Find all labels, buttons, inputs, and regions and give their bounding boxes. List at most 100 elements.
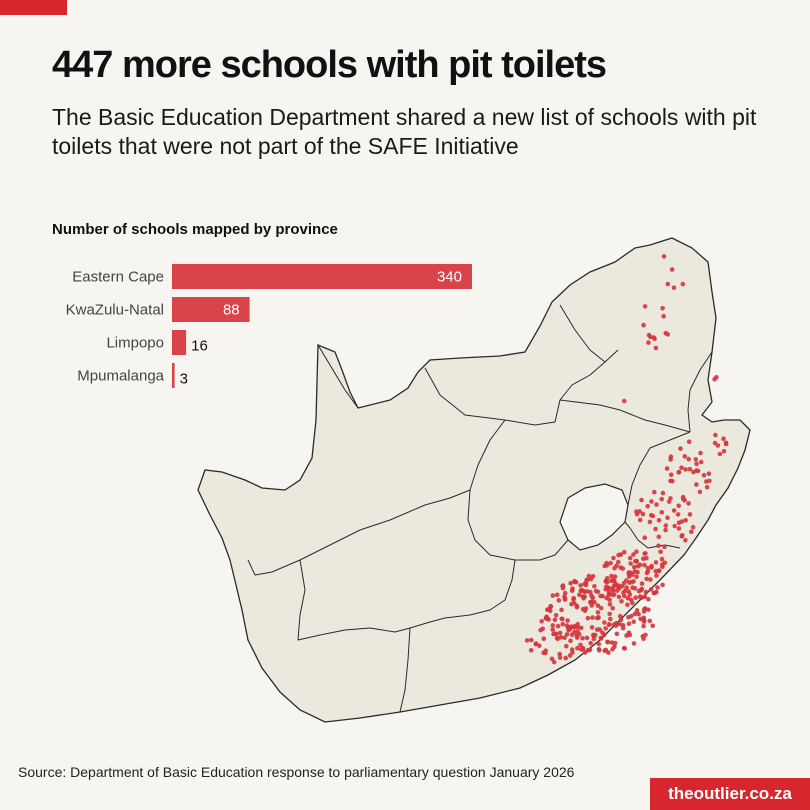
province-border [554,349,619,423]
school-point [639,586,645,592]
school-point [645,569,651,574]
school-point [568,580,573,586]
school-point [598,636,604,641]
school-point [632,564,637,570]
school-point [564,632,570,637]
province-border [687,351,713,433]
school-point [614,631,620,637]
school-point [693,457,699,462]
school-point [659,556,665,562]
school-point [660,490,666,496]
school-point [568,638,573,644]
school-point [611,592,617,597]
school-point [559,607,564,613]
province-border [399,627,411,713]
school-point [589,603,594,608]
school-point [683,518,688,523]
school-point [620,625,626,631]
school-point [616,594,622,600]
source-note: Source: Department of Basic Education re… [18,764,575,780]
school-point [619,584,625,589]
bar-category-label: KwaZulu-Natal [66,302,164,319]
bar [172,363,175,388]
school-point [578,583,583,588]
school-point [701,473,707,478]
school-point [626,614,631,620]
school-point [557,630,563,636]
school-point [612,640,618,646]
school-point [653,568,659,574]
school-point [622,398,627,404]
school-point [562,635,567,641]
accent-bar [0,0,67,15]
school-point [686,501,691,506]
school-point [560,621,565,627]
school-point [528,648,534,653]
school-point [646,340,651,345]
school-point [653,526,658,532]
school-point [683,467,688,472]
school-point [645,565,651,571]
school-point [642,535,647,540]
school-point [660,582,665,588]
school-point [675,512,681,517]
school-point [713,432,718,438]
school-point [610,606,615,611]
school-point [627,592,633,597]
school-point [645,503,650,509]
school-point [569,588,575,593]
school-point [627,571,632,576]
school-point [618,552,624,557]
school-point [632,569,638,574]
school-point [649,499,654,504]
school-point [634,512,640,517]
school-point [554,592,560,598]
school-point [671,508,677,513]
province-border [409,559,516,629]
school-point [602,620,607,625]
school-point [585,615,591,621]
school-point [580,645,586,651]
school-point [654,502,659,507]
school-point [608,560,613,566]
school-point [656,568,662,573]
school-point [649,563,654,569]
school-point [679,519,685,524]
school-point [662,560,668,566]
school-point [537,643,542,648]
brand-badge[interactable]: theoutlier.co.za [650,778,810,810]
school-point [680,281,686,287]
school-point [668,457,673,462]
school-point [570,650,575,655]
school-point [596,615,601,620]
school-point [624,633,629,638]
province-border [297,559,411,641]
province-border [467,419,516,561]
school-point [565,618,570,623]
school-point [592,584,597,589]
school-point [646,607,651,613]
school-point [563,655,568,661]
school-point [550,593,556,598]
school-point [550,627,555,632]
bar-value-label: 3 [180,371,188,388]
school-point [581,596,586,601]
school-point [577,592,582,597]
school-point [630,585,635,590]
province-border [247,489,471,576]
school-point [588,576,594,582]
school-point [622,646,627,651]
school-point [668,496,673,501]
school-point [655,585,660,590]
school-point [641,623,646,629]
school-point [588,589,593,595]
school-point [631,552,636,557]
bar-category-label: Eastern Cape [72,269,164,286]
school-point [641,636,646,641]
school-point [704,484,710,490]
school-point [621,593,627,599]
school-point [550,623,556,628]
school-point [717,451,723,457]
school-point [588,640,593,646]
